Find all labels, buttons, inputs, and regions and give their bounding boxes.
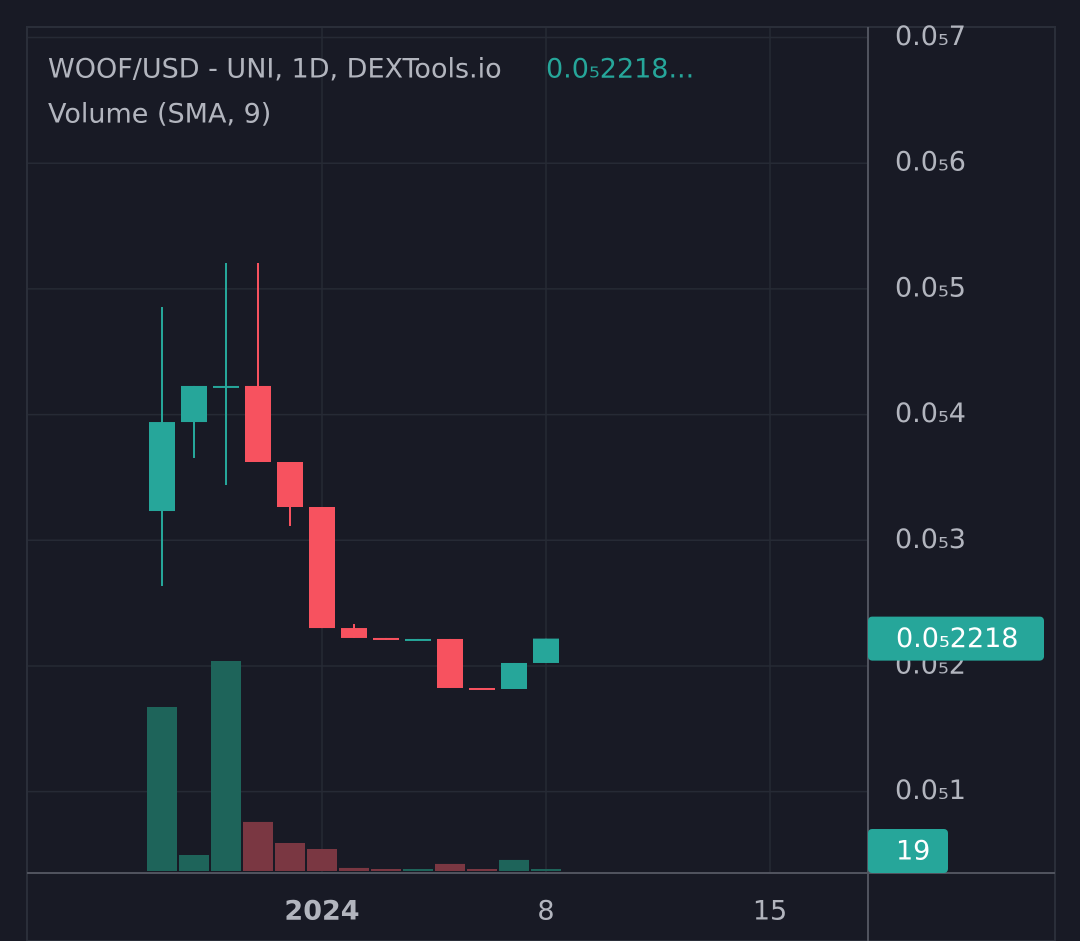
y-tick-label: 0.0₅4 [895,398,966,429]
marks [147,263,561,871]
volume-bar [307,849,337,871]
volume-bar [435,863,465,871]
volume-bar [243,821,273,871]
last-volume-box [868,829,948,873]
volume-bar [147,707,177,871]
last-volume-label: 19 [896,836,930,867]
volume-bar [467,869,497,871]
header-price: 0.0₅2218... [546,54,694,85]
candle-body [277,462,303,507]
volume-bar [403,869,433,871]
x-tick-label: 2024 [284,896,359,927]
candle-body [501,662,527,689]
y-tick-label: 0.0₅3 [895,524,966,555]
volume-bar [531,869,561,871]
candle-body [309,506,335,629]
volume-bar [211,661,241,871]
candle-body [469,687,495,690]
y-tick-label: 0.0₅5 [895,272,966,303]
y-tick-label: 0.0₅6 [895,147,966,178]
candle-body [437,638,463,688]
volume-bar [275,843,305,871]
candle-body [341,628,367,638]
frame [26,26,1056,941]
y-tick-label: 0.0₅1 [895,775,966,806]
chart-title: WOOF/USD - UNI, 1D, DEXTools.io [48,54,502,85]
volume-bar [179,855,209,871]
candle-body [149,422,175,512]
volume-bar [371,869,401,871]
y-tick-label: 0.0₅7 [895,21,966,52]
candle-body [373,637,399,640]
candle-body [405,638,431,641]
candle-body [245,385,271,463]
last-price-box [868,616,1044,661]
subtitle: Volume (SMA, 9) [48,99,271,130]
x-tick-label: 8 [537,896,554,927]
candle-body [213,385,239,388]
volume-bar [499,859,529,871]
candle-body [181,385,207,423]
x-tick-label: 15 [753,896,787,927]
last-price-label: 0.0₅2218 [896,623,1018,654]
volume-bar [339,867,369,871]
candle-body [533,638,559,663]
